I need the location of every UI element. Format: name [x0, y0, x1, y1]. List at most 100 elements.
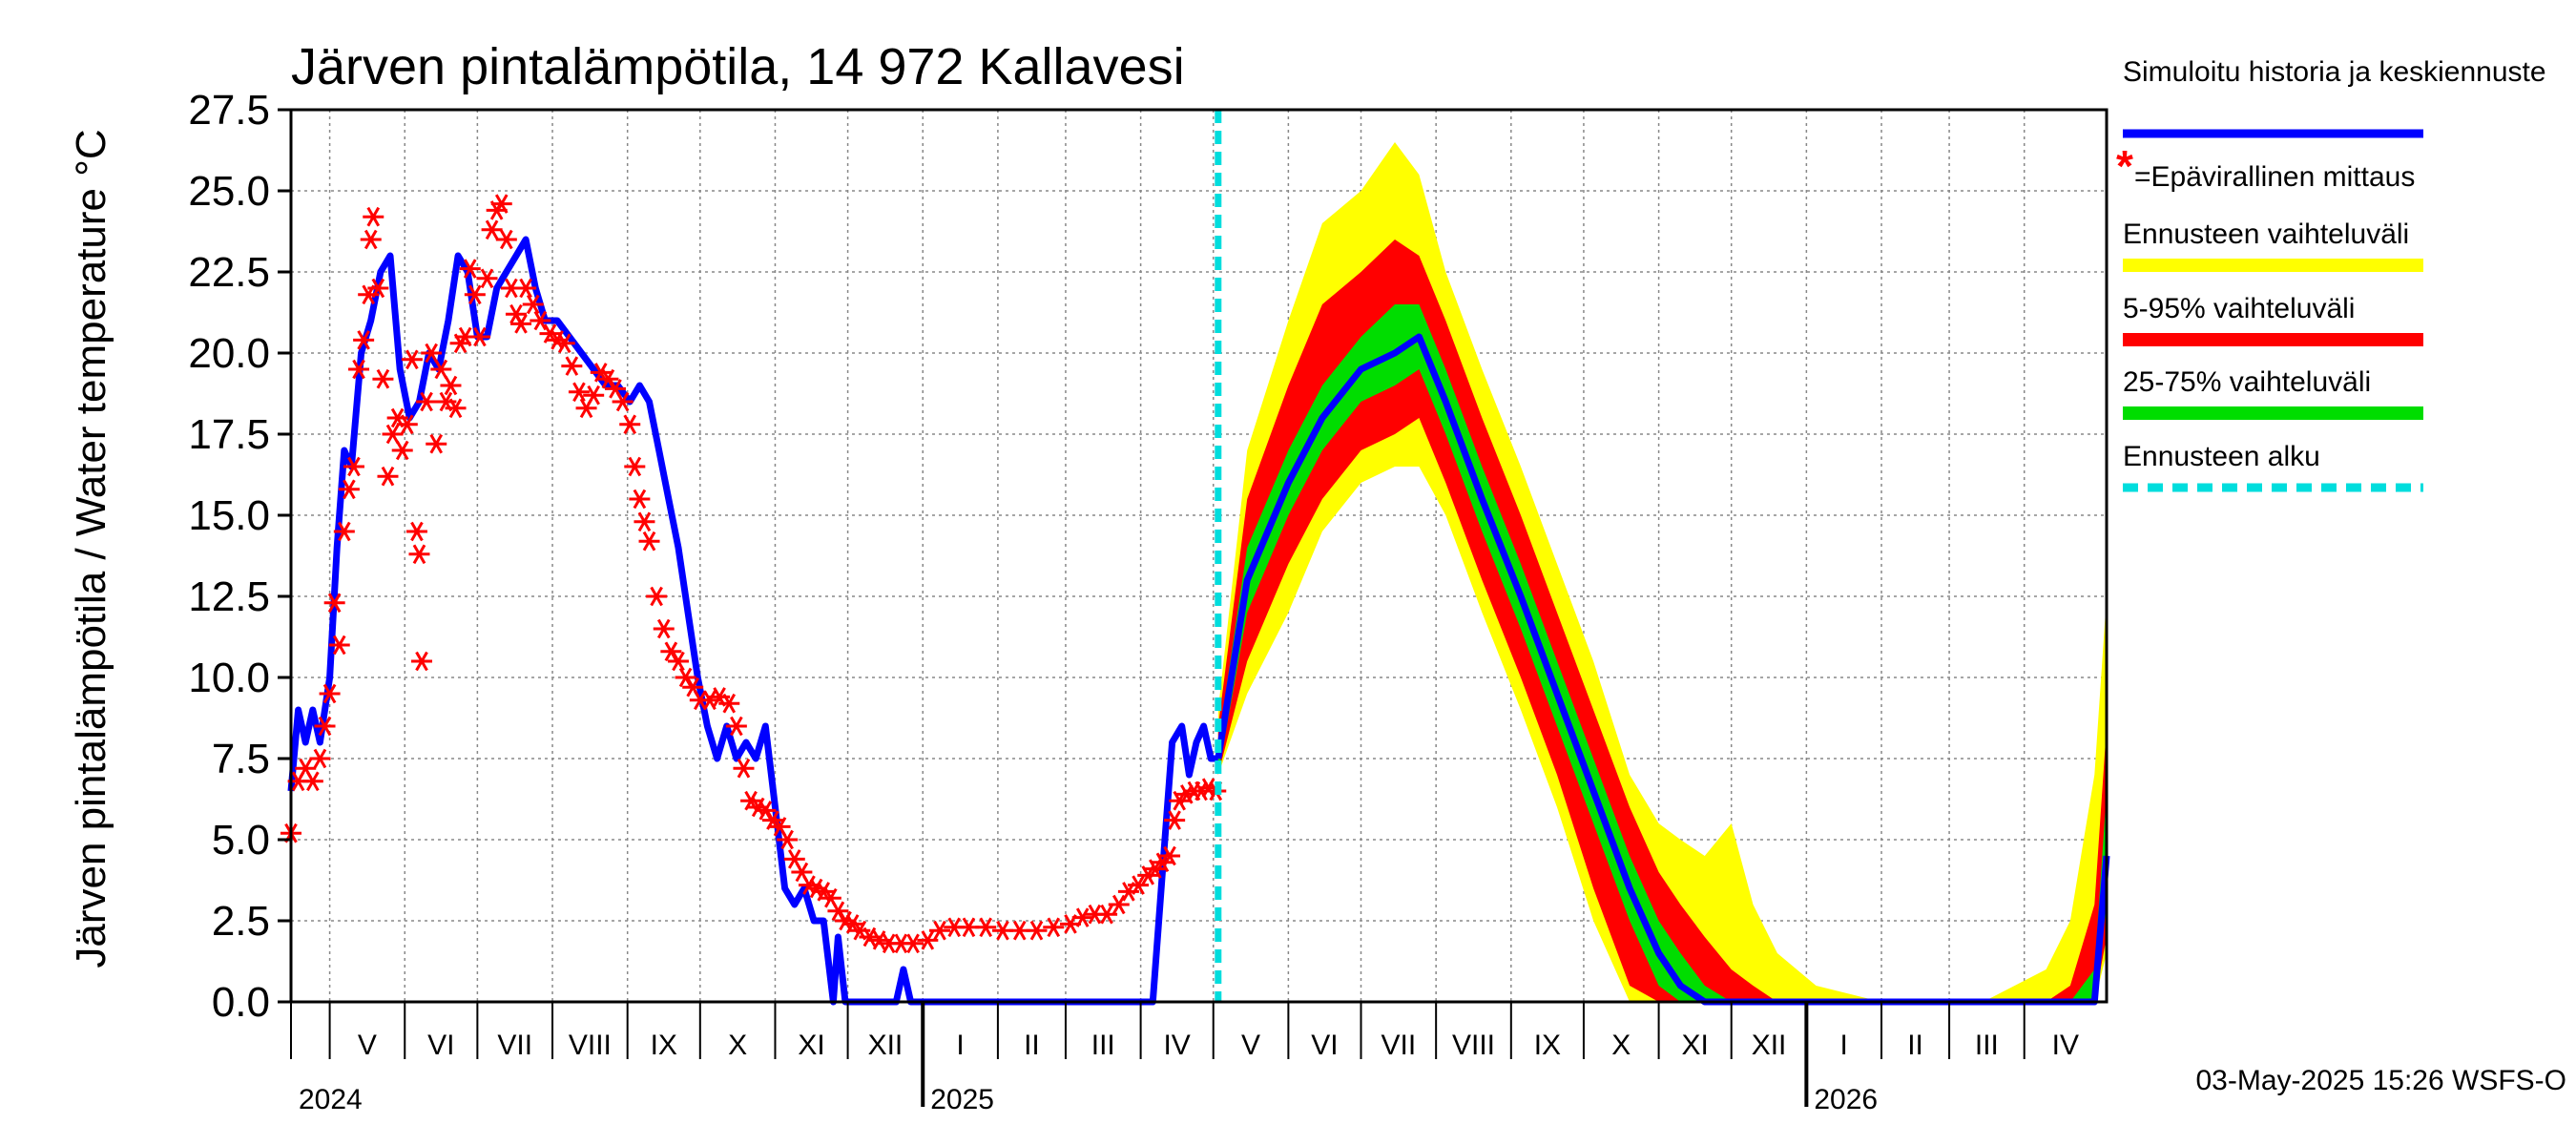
y-tick-label: 5.0 — [212, 817, 270, 864]
year-label: 2026 — [1814, 1084, 1878, 1115]
observation-point — [1128, 875, 1150, 895]
month-label: VII — [497, 1030, 532, 1061]
observation-point — [619, 414, 641, 435]
y-axis-ticks: 0.0 2.5 5.0 7.5 10.0 12.5 15.0 17.5 20.0 22.5 25.0… — [188, 87, 291, 1026]
month-label: XII — [868, 1030, 904, 1061]
month-label: VIII — [1452, 1030, 1495, 1061]
observation-point — [561, 356, 583, 376]
observation-point — [408, 544, 430, 565]
observation-point — [445, 398, 467, 419]
observation-point — [975, 917, 997, 938]
legend-obs-marker: * — [2116, 141, 2133, 191]
month-label: III — [1091, 1030, 1115, 1061]
month-label: II — [1024, 1030, 1040, 1061]
month-label: III — [1975, 1030, 1999, 1061]
observation-markers — [280, 194, 1227, 954]
y-tick-label: 12.5 — [188, 573, 270, 620]
observation-point — [481, 219, 503, 240]
year-label: 2025 — [930, 1084, 994, 1115]
observation-point — [464, 284, 486, 305]
legend: Simuloitu historia ja keskiennuste * =Ep… — [2116, 56, 2546, 492]
observation-point — [440, 375, 462, 396]
observation-point — [430, 359, 452, 380]
month-label: II — [1907, 1030, 1923, 1061]
y-tick-label: 10.0 — [188, 655, 270, 701]
observation-point — [634, 511, 655, 532]
y-tick-label: 15.0 — [188, 492, 270, 539]
x-axis-months: V VI VII VIII IX X XI XII I II III IV V VI VII VIII IX X X… — [290, 1002, 2079, 1061]
observation-point — [367, 278, 389, 299]
observation-point — [353, 330, 375, 350]
chart-title: Järven pintalämpötila, 14 972 Kallavesi — [291, 38, 1185, 95]
legend-range-label: Ennusteen vaihteluväli — [2123, 219, 2409, 250]
observation-point — [725, 716, 747, 737]
observation-point — [929, 920, 951, 941]
month-label: I — [1840, 1030, 1848, 1061]
observation-point — [1026, 920, 1048, 941]
observation-point — [624, 456, 646, 477]
month-label: I — [956, 1030, 964, 1061]
observation-point — [1164, 810, 1186, 830]
observation-point — [405, 521, 427, 542]
month-label: VII — [1381, 1030, 1416, 1061]
observation-point — [360, 229, 382, 250]
observation-point — [718, 693, 740, 714]
observation-point — [583, 385, 605, 406]
observation-point — [510, 314, 532, 334]
observation-point — [391, 440, 413, 461]
observation-point — [426, 433, 447, 454]
observation-point — [382, 424, 404, 445]
month-label: VIII — [569, 1030, 612, 1061]
month-label: VI — [427, 1030, 454, 1061]
observation-point — [903, 933, 924, 954]
year-label: 2024 — [299, 1084, 363, 1115]
month-label: IV — [2052, 1030, 2079, 1061]
observation-point — [1108, 894, 1130, 915]
month-label: X — [728, 1030, 747, 1061]
observation-point — [309, 748, 331, 769]
y-tick-label: 20.0 — [188, 330, 270, 377]
observation-point — [319, 683, 341, 704]
observation-point — [333, 521, 355, 542]
observation-point — [733, 758, 755, 779]
observation-point — [777, 829, 799, 850]
legend-start-label: Ennusteen alku — [2123, 441, 2320, 472]
observation-point — [1043, 917, 1065, 938]
observation-point — [377, 466, 399, 487]
y-tick-label: 17.5 — [188, 411, 270, 458]
observation-point — [1096, 904, 1118, 925]
observation-point — [522, 294, 544, 315]
y-tick-label: 25.0 — [188, 168, 270, 215]
month-label: IX — [1534, 1030, 1561, 1061]
timestamp-footer: 03-May-2025 15:26 WSFS-O — [2196, 1065, 2567, 1096]
observation-point — [338, 479, 360, 500]
month-label: V — [358, 1030, 377, 1061]
observation-point — [343, 456, 364, 477]
observation-point — [396, 414, 418, 435]
observation-point — [568, 382, 590, 403]
observation-point — [411, 651, 433, 672]
legend-history-label: Simuloitu historia ja keskiennuste — [2123, 56, 2546, 88]
observation-point — [917, 930, 939, 950]
month-label: IX — [651, 1030, 677, 1061]
observation-point — [459, 259, 481, 279]
y-tick-label: 2.5 — [212, 898, 270, 945]
observation-point — [1159, 845, 1181, 866]
observation-point — [372, 368, 394, 389]
observation-point — [638, 531, 660, 552]
band-p5-95 — [1217, 239, 2107, 1002]
y-tick-label: 0.0 — [212, 979, 270, 1026]
month-label: XI — [798, 1030, 824, 1061]
observation-point — [553, 333, 575, 354]
legend-obs-label: =Epävirallinen mittaus — [2134, 161, 2415, 193]
observation-point — [612, 391, 634, 412]
month-label: X — [1611, 1030, 1631, 1061]
observation-point — [530, 310, 551, 331]
observation-point — [301, 771, 323, 792]
grid-lines — [291, 109, 2107, 1003]
month-label: XII — [1752, 1030, 1787, 1061]
y-axis-label: Järven pintalämpötila / Water temperatur… — [68, 129, 114, 968]
observation-point — [515, 278, 537, 299]
legend-p25-75-label: 25-75% vaihteluväli — [2123, 366, 2371, 398]
